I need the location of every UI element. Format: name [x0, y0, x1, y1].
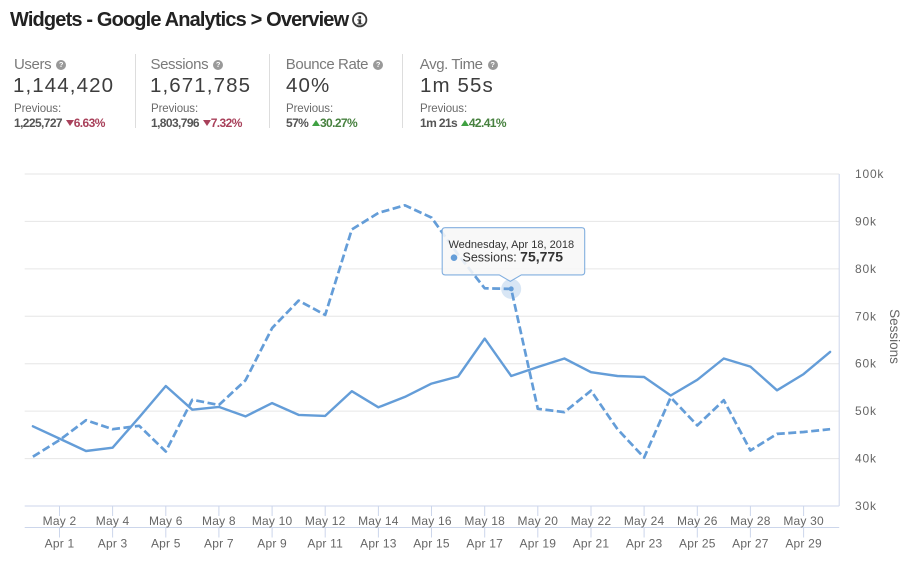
svg-text:May 12: May 12 [305, 514, 346, 528]
svg-text:May 8: May 8 [202, 514, 236, 528]
svg-text:100k: 100k [855, 167, 884, 181]
svg-text:Apr 7: Apr 7 [204, 537, 234, 551]
svg-text:Apr 27: Apr 27 [732, 537, 769, 551]
svg-text:May 26: May 26 [677, 514, 718, 528]
svg-text:May 2: May 2 [43, 514, 77, 528]
svg-text:Apr 1: Apr 1 [45, 537, 75, 551]
svg-text:Apr 9: Apr 9 [257, 537, 287, 551]
svg-text:May 24: May 24 [624, 514, 665, 528]
svg-text:May 22: May 22 [571, 514, 612, 528]
svg-text:Wednesday, Apr 18, 2018: Wednesday, Apr 18, 2018 [449, 239, 575, 251]
svg-text:May 6: May 6 [149, 514, 183, 528]
svg-text:Apr 21: Apr 21 [573, 537, 610, 551]
svg-text:May 20: May 20 [518, 514, 559, 528]
svg-text:May 18: May 18 [464, 514, 505, 528]
svg-text:Apr 29: Apr 29 [785, 537, 822, 551]
svg-text:90k: 90k [855, 214, 877, 228]
svg-text:May 4: May 4 [96, 514, 130, 528]
svg-text:Apr 25: Apr 25 [679, 537, 716, 551]
svg-text:Apr 15: Apr 15 [413, 537, 450, 551]
svg-text:Apr 5: Apr 5 [151, 537, 181, 551]
svg-text:40k: 40k [855, 452, 877, 466]
svg-text:30k: 30k [855, 499, 877, 513]
svg-text:Apr 19: Apr 19 [520, 537, 557, 551]
svg-text:60k: 60k [855, 357, 877, 371]
svg-text:Apr 3: Apr 3 [98, 537, 128, 551]
svg-text:May 10: May 10 [252, 514, 293, 528]
svg-text:May 30: May 30 [783, 514, 824, 528]
svg-text:Apr 11: Apr 11 [307, 537, 343, 551]
svg-text:70k: 70k [855, 309, 877, 323]
svg-text:May 28: May 28 [730, 514, 771, 528]
svg-text:May 14: May 14 [358, 514, 399, 528]
svg-text:May 16: May 16 [411, 514, 452, 528]
svg-text:Sessions: Sessions [887, 309, 902, 364]
svg-text:80k: 80k [855, 262, 877, 276]
svg-text:50k: 50k [855, 404, 877, 418]
svg-text:Apr 23: Apr 23 [626, 537, 663, 551]
svg-text:Sessions: 75,775: Sessions: 75,775 [463, 249, 564, 265]
svg-text:Apr 13: Apr 13 [360, 537, 397, 551]
svg-text:Apr 17: Apr 17 [466, 537, 503, 551]
